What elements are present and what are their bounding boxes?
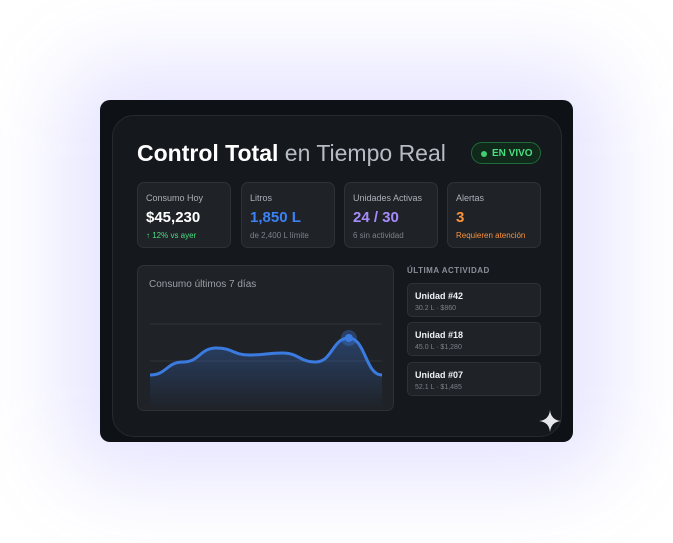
item-name: Unidad #07 xyxy=(415,370,464,380)
stat-value: 1,850 L xyxy=(250,209,301,226)
chart-title: Consumo últimos 7 días xyxy=(149,279,257,290)
stat-label: Consumo Hoy xyxy=(146,193,204,203)
stat-value: 24 / 30 xyxy=(353,209,399,226)
activity-item: Unidad #42 30.2 L · $860 xyxy=(407,283,541,317)
stat-label: Unidades Activas xyxy=(353,193,423,203)
stat-label: Litros xyxy=(250,193,273,203)
title-light: en Tiempo Real xyxy=(284,140,446,166)
live-dot xyxy=(481,151,487,157)
stat-value: $45,230 xyxy=(146,209,201,226)
live-badge: EN VIVO xyxy=(471,142,541,164)
stat-value: 3 xyxy=(456,209,465,226)
stat-card: Alertas 3 Requieren atención xyxy=(447,182,541,248)
activity-title: ÚLTIMA ACTIVIDAD xyxy=(407,266,490,275)
title-bold: Control Total xyxy=(137,140,279,166)
item-name: Unidad #18 xyxy=(415,330,464,340)
activity-item: Unidad #18 45.0 L · $1,280 xyxy=(407,322,541,356)
stat-card: Unidades Activas 24 / 30 6 sin actividad xyxy=(344,182,438,248)
activity-item: Unidad #07 52.1 L · $1,485 xyxy=(407,362,541,396)
title: Control Total en Tiempo Real xyxy=(137,140,446,167)
stat-label: Alertas xyxy=(456,193,485,203)
stat-sub: ↑ 12% vs ayer xyxy=(146,231,197,240)
item-detail: 45.0 L · $1,280 xyxy=(415,344,462,351)
stat-sub: Requieren atención xyxy=(456,231,526,240)
sparkle-icon xyxy=(539,410,561,432)
area xyxy=(150,338,382,410)
item-detail: 52.1 L · $1,485 xyxy=(415,384,462,391)
highlight-point xyxy=(344,334,353,342)
badge-text: EN VIVO xyxy=(492,148,533,159)
stat-sub: 6 sin actividad xyxy=(353,231,404,240)
stat-card: Litros 1,850 L de 2,400 L límite xyxy=(241,182,335,248)
stat-card: Consumo Hoy $45,230 ↑ 12% vs ayer xyxy=(137,182,231,248)
stat-sub: de 2,400 L límite xyxy=(250,231,309,240)
item-name: Unidad #42 xyxy=(415,291,464,301)
item-detail: 30.2 L · $860 xyxy=(415,305,456,312)
